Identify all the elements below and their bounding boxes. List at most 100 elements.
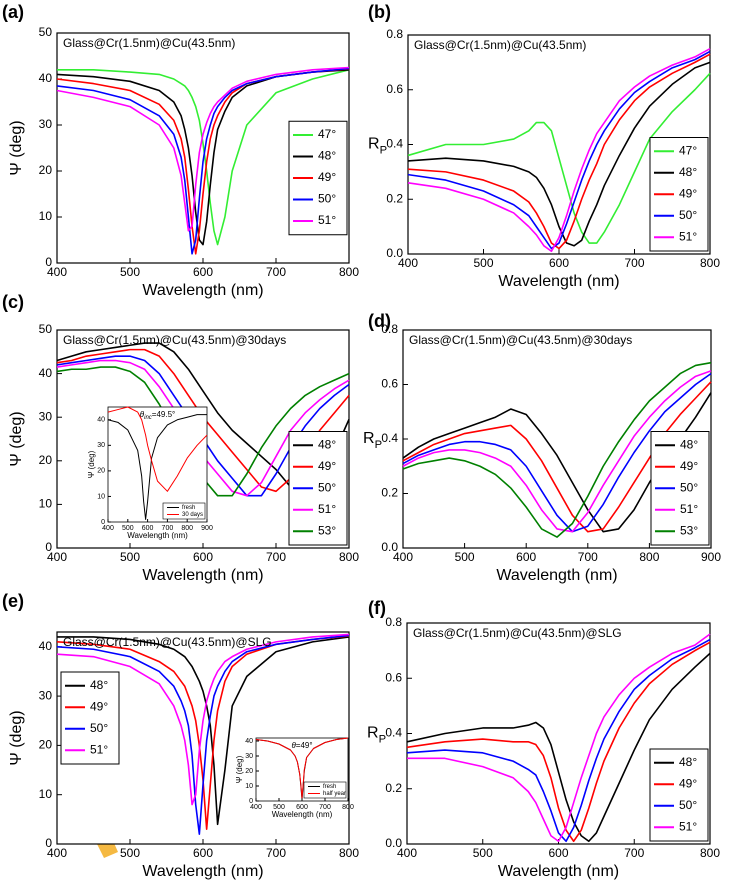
y-tick-label: 20 [39, 453, 53, 467]
y-tick-label: 0.0 [386, 246, 403, 260]
series-line [402, 372, 712, 533]
legend-label: 51° [680, 502, 698, 516]
y-tick-label: 10 [97, 493, 105, 500]
x-tick-label: 500 [120, 265, 140, 279]
panel-label: (e) [2, 591, 24, 611]
legend-label: 47° [318, 127, 336, 141]
legend: 48° 49° 50° 51° [60, 671, 120, 765]
panel: 400 500 600 700 800 0.0 0.2 0.4 0.6 0.8 Wavelength… [368, 2, 720, 290]
y-axis-label: RP [367, 725, 386, 746]
x-axis-label: Wavelength (nm) [272, 810, 333, 819]
annotation-rest: =49.5° [152, 410, 175, 419]
y-tick-label: 0 [249, 798, 253, 805]
legend-label: half year [323, 791, 346, 797]
legend-label: 49° [318, 459, 336, 473]
x-tick-label: 700 [266, 265, 286, 279]
legend-label: 48° [90, 678, 108, 692]
annotation-rest: =49° [296, 741, 313, 750]
x-tick-label: 500 [273, 804, 285, 811]
legend-label: 48° [680, 437, 698, 451]
x-tick-label: 800 [339, 550, 359, 564]
legend-label: 49° [679, 186, 697, 200]
legend-label: 51° [318, 213, 336, 227]
series-line [107, 414, 207, 520]
x-tick-label: 700 [319, 804, 331, 811]
series-line [56, 634, 350, 835]
legend-label: 51° [90, 742, 108, 756]
y-tick-label: 0.4 [381, 431, 398, 445]
series-line [57, 69, 350, 246]
panel-label: (c) [2, 292, 24, 312]
inset: 400 500 600 700 800 900 0 10 20 30 40 Wavelength (n… [87, 406, 213, 540]
x-tick-label: 700 [162, 525, 174, 532]
x-tick-label: 400 [250, 804, 262, 811]
x-tick-label: 700 [624, 256, 644, 270]
legend-label: 30 days [182, 512, 203, 518]
y-tick-label: 10 [39, 497, 53, 511]
legend-label: 47° [679, 143, 697, 157]
chart-title: Glass@Cr(1.5nm)@Cu(43.5nm) [63, 36, 235, 50]
legend-label: 51° [679, 229, 697, 243]
y-tick-label: 0.2 [381, 486, 398, 500]
legend-label: 48° [679, 755, 697, 769]
x-tick-label: 800 [700, 846, 720, 860]
legend-label: 53° [680, 523, 698, 537]
series-line [56, 67, 350, 255]
x-tick-label: 600 [549, 256, 569, 270]
y-tick-label: 0.6 [381, 377, 398, 391]
legend-label: 50° [90, 721, 108, 735]
series-line [255, 737, 349, 799]
y-tick-label: 0 [45, 540, 52, 554]
series-line [56, 66, 350, 232]
y-tick-label: 0.6 [385, 670, 402, 684]
x-tick-label: 500 [473, 256, 493, 270]
legend-label: fresh [323, 784, 336, 790]
x-tick-label: 400 [397, 846, 417, 860]
y-axis-label-subscript: P [375, 439, 382, 451]
legend-label: 50° [318, 480, 336, 494]
y-tick-label: 40 [245, 738, 253, 745]
y-tick-label: 0.0 [385, 836, 402, 850]
series-line [407, 633, 711, 843]
legend-label: fresh [182, 505, 195, 511]
y-axis-label-main: R [367, 725, 379, 742]
legend-label: 53° [318, 523, 336, 537]
y-tick-label: 30 [39, 117, 53, 131]
y-tick-label: 0.4 [386, 137, 403, 151]
annotation: θ=49° [291, 741, 312, 750]
y-tick-label: 30 [97, 442, 105, 449]
x-tick-label: 800 [342, 804, 354, 811]
x-tick-label: 600 [193, 846, 213, 860]
x-tick-label: 900 [201, 525, 213, 532]
y-axis-label: Ψ (deg) [8, 120, 25, 175]
legend-label: 49° [90, 699, 108, 713]
y-tick-label: 40 [39, 639, 53, 653]
x-tick-label: 900 [701, 550, 721, 564]
y-tick-label: 30 [245, 753, 253, 760]
chart-title: Glass@Cr(1.5nm)@Cu(43.5nm)@30days [409, 333, 632, 347]
x-axis-label: Wavelength (nm) [142, 282, 263, 299]
x-tick-label: 800 [181, 525, 193, 532]
chart-title: Glass@Cr(1.5nm)@Cu(43.5nm)@SLG [63, 635, 272, 649]
legend-label: 48° [318, 437, 336, 451]
legend: 48° 49° 50° 51° [649, 748, 709, 842]
panel: 400 500 600 700 800 0.0 0.2 0.4 0.6 0.8 Wavelength… [367, 598, 720, 880]
y-tick-label: 0 [101, 519, 105, 526]
series-line [407, 53, 711, 250]
series-line [406, 638, 711, 843]
legend-label: 51° [679, 819, 697, 833]
x-axis-label: Wavelength (nm) [498, 273, 619, 290]
y-tick-label: 0.2 [385, 781, 402, 795]
x-tick-label: 700 [624, 846, 644, 860]
series-line [107, 406, 208, 492]
series-line [56, 68, 350, 255]
legend-label: 50° [679, 208, 697, 222]
x-tick-label: 400 [398, 256, 418, 270]
y-tick-label: 20 [97, 468, 105, 475]
panel-label: (a) [2, 2, 24, 22]
y-tick-label: 0.8 [385, 615, 402, 629]
y-tick-label: 40 [39, 71, 53, 85]
y-axis-label-subscript: P [379, 733, 386, 745]
